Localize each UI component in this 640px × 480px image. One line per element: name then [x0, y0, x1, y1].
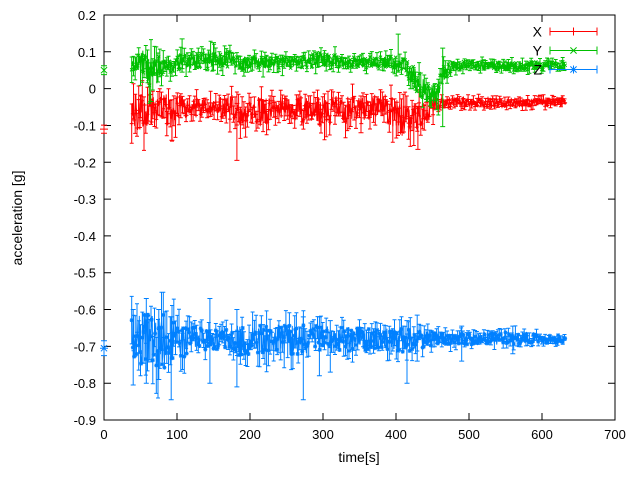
y-tick-label: -0.6 — [74, 303, 96, 318]
y-tick-label: -0.1 — [74, 119, 96, 134]
x-tick-label: 400 — [385, 427, 407, 442]
series-X — [100, 80, 568, 161]
legend-entry-Y: Y — [533, 43, 598, 59]
series-Z-spike-errorbars — [130, 298, 516, 401]
y-tick-label: -0.2 — [74, 155, 96, 170]
series-X-markers — [129, 92, 568, 135]
data-series-layer — [100, 33, 568, 401]
legend-sample-Z — [549, 65, 598, 74]
plot-border — [103, 14, 616, 421]
legend: XYZ — [533, 24, 598, 78]
series-Y-markers — [129, 49, 568, 103]
legend-label-Z: Z — [533, 62, 542, 78]
series-Y-first-point — [100, 65, 108, 76]
y-tick-label: -0.4 — [74, 229, 96, 244]
y-tick-label: 0.1 — [78, 45, 96, 60]
legend-sample-X — [549, 27, 598, 36]
legend-label-X: X — [533, 24, 543, 40]
x-tick-label: 700 — [604, 427, 626, 442]
x-tick-label: 100 — [166, 427, 188, 442]
y-tick-label: 0 — [89, 82, 96, 97]
x-tick-label: 600 — [531, 427, 553, 442]
y-tick-label: -0.8 — [74, 376, 96, 391]
series-Y — [100, 33, 568, 128]
series-X-first-point — [100, 124, 108, 134]
series-Z-markers — [129, 312, 568, 370]
legend-label-Y: Y — [533, 43, 543, 59]
legend-entry-Z: Z — [533, 62, 598, 78]
y-tick-label: -0.3 — [74, 192, 96, 207]
x-tick-label: 300 — [312, 427, 334, 442]
y-axis-title: acceleration [g] — [9, 171, 25, 266]
legend-entry-X: X — [533, 24, 598, 40]
y-tick-label: 0.2 — [78, 8, 96, 23]
series-Z-first-point — [100, 340, 108, 357]
x-tick-label: 200 — [239, 427, 261, 442]
x-tick-label: 500 — [458, 427, 480, 442]
series-X-spike-errorbars — [169, 95, 421, 161]
x-axis-title: time[s] — [338, 449, 379, 465]
y-tick-label: -0.5 — [74, 266, 96, 281]
y-tick-label: -0.7 — [74, 339, 96, 354]
plot-frame: 0 100 200 300 400 500 600 700 0.2 0.1 0 -0.1 -0.2 -0.… — [74, 8, 626, 442]
x-tick-label: 0 — [100, 427, 107, 442]
y-tick-label: -0.9 — [74, 413, 96, 428]
series-Z — [100, 291, 568, 401]
legend-sample-Y — [549, 46, 598, 55]
series-Y-spike-errorbars — [148, 33, 446, 128]
